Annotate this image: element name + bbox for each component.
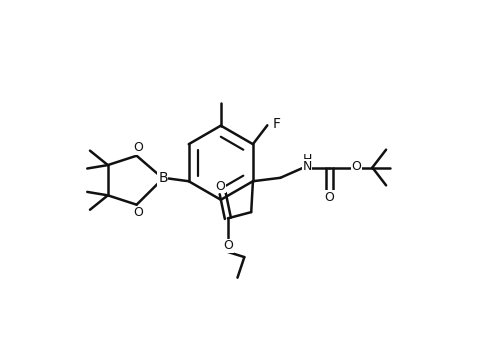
Text: N: N	[302, 160, 312, 173]
Text: O: O	[133, 207, 143, 219]
Text: F: F	[272, 117, 280, 131]
Text: O: O	[215, 180, 225, 192]
Text: O: O	[224, 239, 233, 252]
Text: O: O	[352, 160, 362, 173]
Text: O: O	[133, 141, 143, 154]
Text: H: H	[302, 154, 312, 166]
Text: O: O	[324, 191, 334, 204]
Text: B: B	[158, 172, 168, 185]
